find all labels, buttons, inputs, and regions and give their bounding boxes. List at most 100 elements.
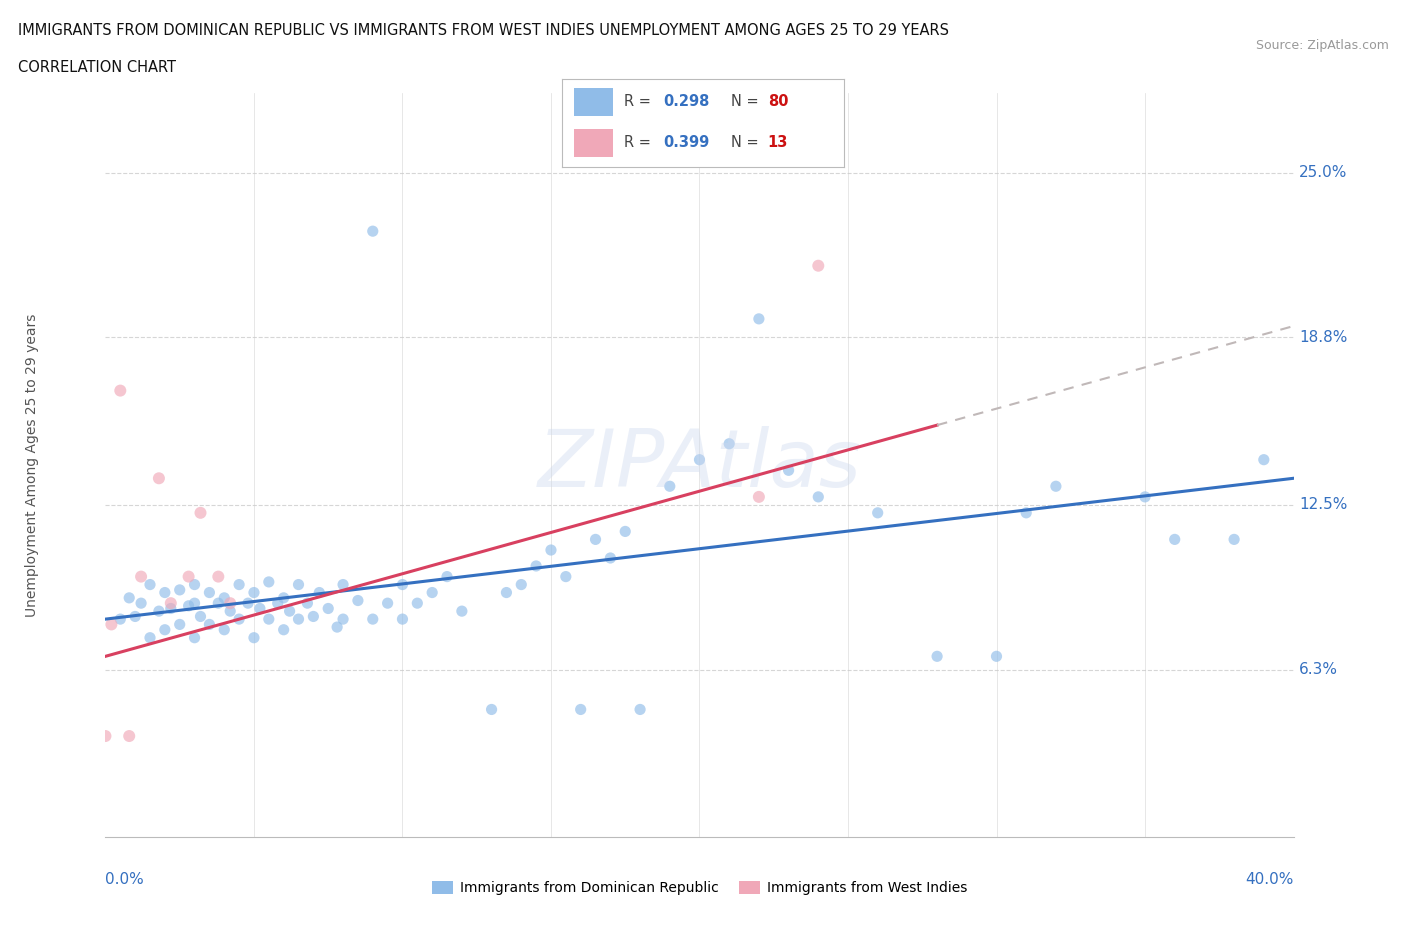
Text: 13: 13 <box>768 135 787 150</box>
Point <box>927 649 949 664</box>
Point <box>153 585 176 600</box>
Text: 18.8%: 18.8% <box>1299 330 1347 345</box>
FancyBboxPatch shape <box>574 128 613 157</box>
Point <box>1133 489 1156 504</box>
Point <box>748 489 770 504</box>
Point <box>139 578 162 592</box>
Point <box>169 582 191 597</box>
Point <box>377 596 399 611</box>
Point <box>807 259 830 273</box>
Point <box>190 505 212 520</box>
Point <box>614 524 637 538</box>
Text: Unemployment Among Ages 25 to 29 years: Unemployment Among Ages 25 to 29 years <box>25 313 39 617</box>
Point <box>569 702 592 717</box>
Point <box>214 591 236 605</box>
Point <box>332 578 354 592</box>
Point <box>124 609 146 624</box>
Point <box>450 604 472 618</box>
Text: 40.0%: 40.0% <box>1246 872 1294 887</box>
Point <box>361 224 384 239</box>
Point <box>177 598 200 613</box>
Point <box>129 596 152 611</box>
Point <box>391 578 413 592</box>
Point <box>658 479 681 494</box>
Point <box>361 612 384 627</box>
Point <box>94 728 117 743</box>
Text: 0.298: 0.298 <box>664 94 710 109</box>
Point <box>316 601 339 616</box>
Point <box>1164 532 1187 547</box>
Point <box>198 585 221 600</box>
Point <box>510 578 533 592</box>
Point <box>228 612 250 627</box>
Text: 6.3%: 6.3% <box>1299 662 1339 677</box>
Text: Source: ZipAtlas.com: Source: ZipAtlas.com <box>1256 39 1389 52</box>
Text: IMMIGRANTS FROM DOMINICAN REPUBLIC VS IMMIGRANTS FROM WEST INDIES UNEMPLOYMENT A: IMMIGRANTS FROM DOMINICAN REPUBLIC VS IM… <box>18 23 949 38</box>
Point <box>1045 479 1067 494</box>
Point <box>273 591 295 605</box>
Point <box>153 622 176 637</box>
Point <box>585 532 607 547</box>
Point <box>287 612 309 627</box>
Point <box>129 569 152 584</box>
Point <box>297 596 319 611</box>
Point <box>118 591 141 605</box>
Point <box>540 542 562 557</box>
Point <box>308 585 330 600</box>
Point <box>169 617 191 631</box>
Point <box>524 559 547 574</box>
Point <box>406 596 429 611</box>
Point <box>257 575 280 590</box>
Point <box>139 631 162 645</box>
Text: 12.5%: 12.5% <box>1299 498 1347 512</box>
Point <box>159 601 181 616</box>
Point <box>148 604 170 618</box>
Point <box>177 569 200 584</box>
Point <box>219 604 242 618</box>
Point <box>554 569 576 584</box>
Point <box>207 569 229 584</box>
Point <box>243 631 266 645</box>
Point <box>420 585 443 600</box>
Point <box>495 585 517 600</box>
Point <box>257 612 280 627</box>
Point <box>249 601 271 616</box>
Point <box>278 604 301 618</box>
Point <box>1223 532 1246 547</box>
Text: ZIPAtlas: ZIPAtlas <box>537 426 862 504</box>
Point <box>183 631 205 645</box>
Point <box>628 702 651 717</box>
Point <box>481 702 503 717</box>
Point <box>347 593 370 608</box>
Text: N =: N = <box>731 135 763 150</box>
Text: 0.399: 0.399 <box>664 135 710 150</box>
Point <box>214 622 236 637</box>
Text: N =: N = <box>731 94 763 109</box>
Point <box>148 471 170 485</box>
Point <box>198 617 221 631</box>
Point <box>118 728 141 743</box>
Point <box>689 452 711 467</box>
Point <box>326 619 349 634</box>
Text: 25.0%: 25.0% <box>1299 166 1347 180</box>
Text: R =: R = <box>624 135 655 150</box>
Point <box>110 612 132 627</box>
Point <box>100 617 122 631</box>
Text: R =: R = <box>624 94 655 109</box>
Point <box>302 609 325 624</box>
Point <box>807 489 830 504</box>
Point <box>1253 452 1275 467</box>
Point <box>267 596 290 611</box>
FancyBboxPatch shape <box>574 88 613 116</box>
Point <box>287 578 309 592</box>
Point <box>599 551 621 565</box>
Point <box>219 596 242 611</box>
Point <box>110 383 132 398</box>
Point <box>159 596 181 611</box>
Text: CORRELATION CHART: CORRELATION CHART <box>18 60 176 75</box>
Point <box>748 312 770 326</box>
Point <box>986 649 1008 664</box>
Point <box>436 569 458 584</box>
Text: 0.0%: 0.0% <box>105 872 145 887</box>
Point <box>273 622 295 637</box>
